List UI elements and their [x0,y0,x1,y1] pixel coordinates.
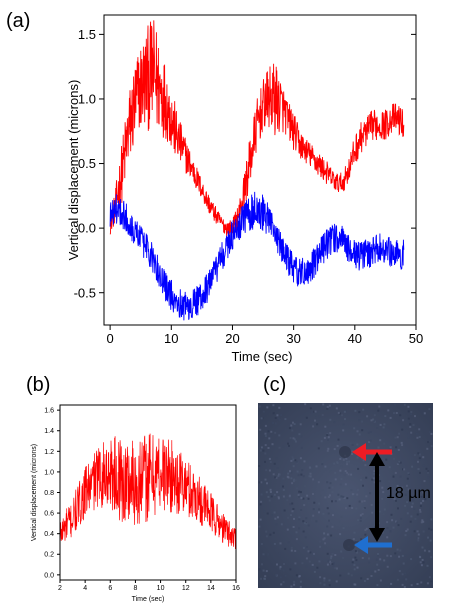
panel-a-label: (a) [6,10,31,32]
blue-left-arrow-icon [354,536,392,554]
scale-bar-label: 18 µm [386,485,431,502]
x-tick-label: 2 [58,585,62,592]
top-particle [339,446,351,458]
bottom-particle [343,539,355,551]
y-tick-label: 0.8 [44,490,54,497]
plot-frame [103,14,417,326]
y-tick-label: 1.0 [78,92,96,107]
y-axis-label: Vertical displacement (microns) [66,80,81,261]
y-tick-label: 0.5 [78,156,96,171]
x-tick-label: 8 [133,585,137,592]
y-tick-label: 1.2 [44,449,54,456]
x-tick-label: 14 [207,585,215,592]
panel-c-label: (c) [263,374,287,396]
micrograph-photo: 18 µm [258,403,433,588]
x-tick-label: 30 [286,331,300,346]
x-tick-label: 16 [232,585,240,592]
photo-background [258,403,433,588]
y-tick-label: 0.0 [78,221,96,236]
y-tick-label: 1.6 [44,408,54,415]
y-tick-label: 1.4 [44,428,54,435]
y-tick-label: 0.4 [44,531,54,538]
y-axis-label: Vertical displacement (microns) [31,444,38,541]
x-axis-label: Time (sec) [132,596,165,603]
chart-b: 2 4 6 8 10 12 14 16 0.0 0.2 0.4 0.6 0.8 1.0 1.2 1.4 1.6 T… [31,404,240,603]
series-line [109,20,405,236]
x-tick-label: 10 [157,585,165,592]
series-line [59,433,237,550]
x-tick-label: 40 [348,331,362,346]
y-tick-label: 0.2 [44,552,54,559]
y-tick-label: 1.5 [78,27,96,42]
y-tick-label: 0.6 [44,511,54,518]
x-axis-label: Time (sec) [232,349,293,364]
x-tick-label: 6 [108,585,112,592]
x-tick-label: 0 [107,331,114,346]
panel-b-label: (b) [26,374,51,396]
double-headed-arrow-icon [369,452,385,542]
x-tick-label: 10 [164,331,178,346]
series-line [109,191,405,321]
y-tick-label: 0.0 [44,572,54,579]
chart-a: 0 10 20 30 40 50 -0.5 0.0 0.5 1.0 1.5 Time (sec) Ver… [66,14,423,364]
y-tick-label: 1.0 [44,469,54,476]
x-tick-label: 50 [409,331,423,346]
y-tick-label: -0.5 [74,285,96,300]
x-tick-label: 12 [182,585,190,592]
x-tick-label: 20 [225,331,239,346]
x-tick-label: 4 [83,585,87,592]
